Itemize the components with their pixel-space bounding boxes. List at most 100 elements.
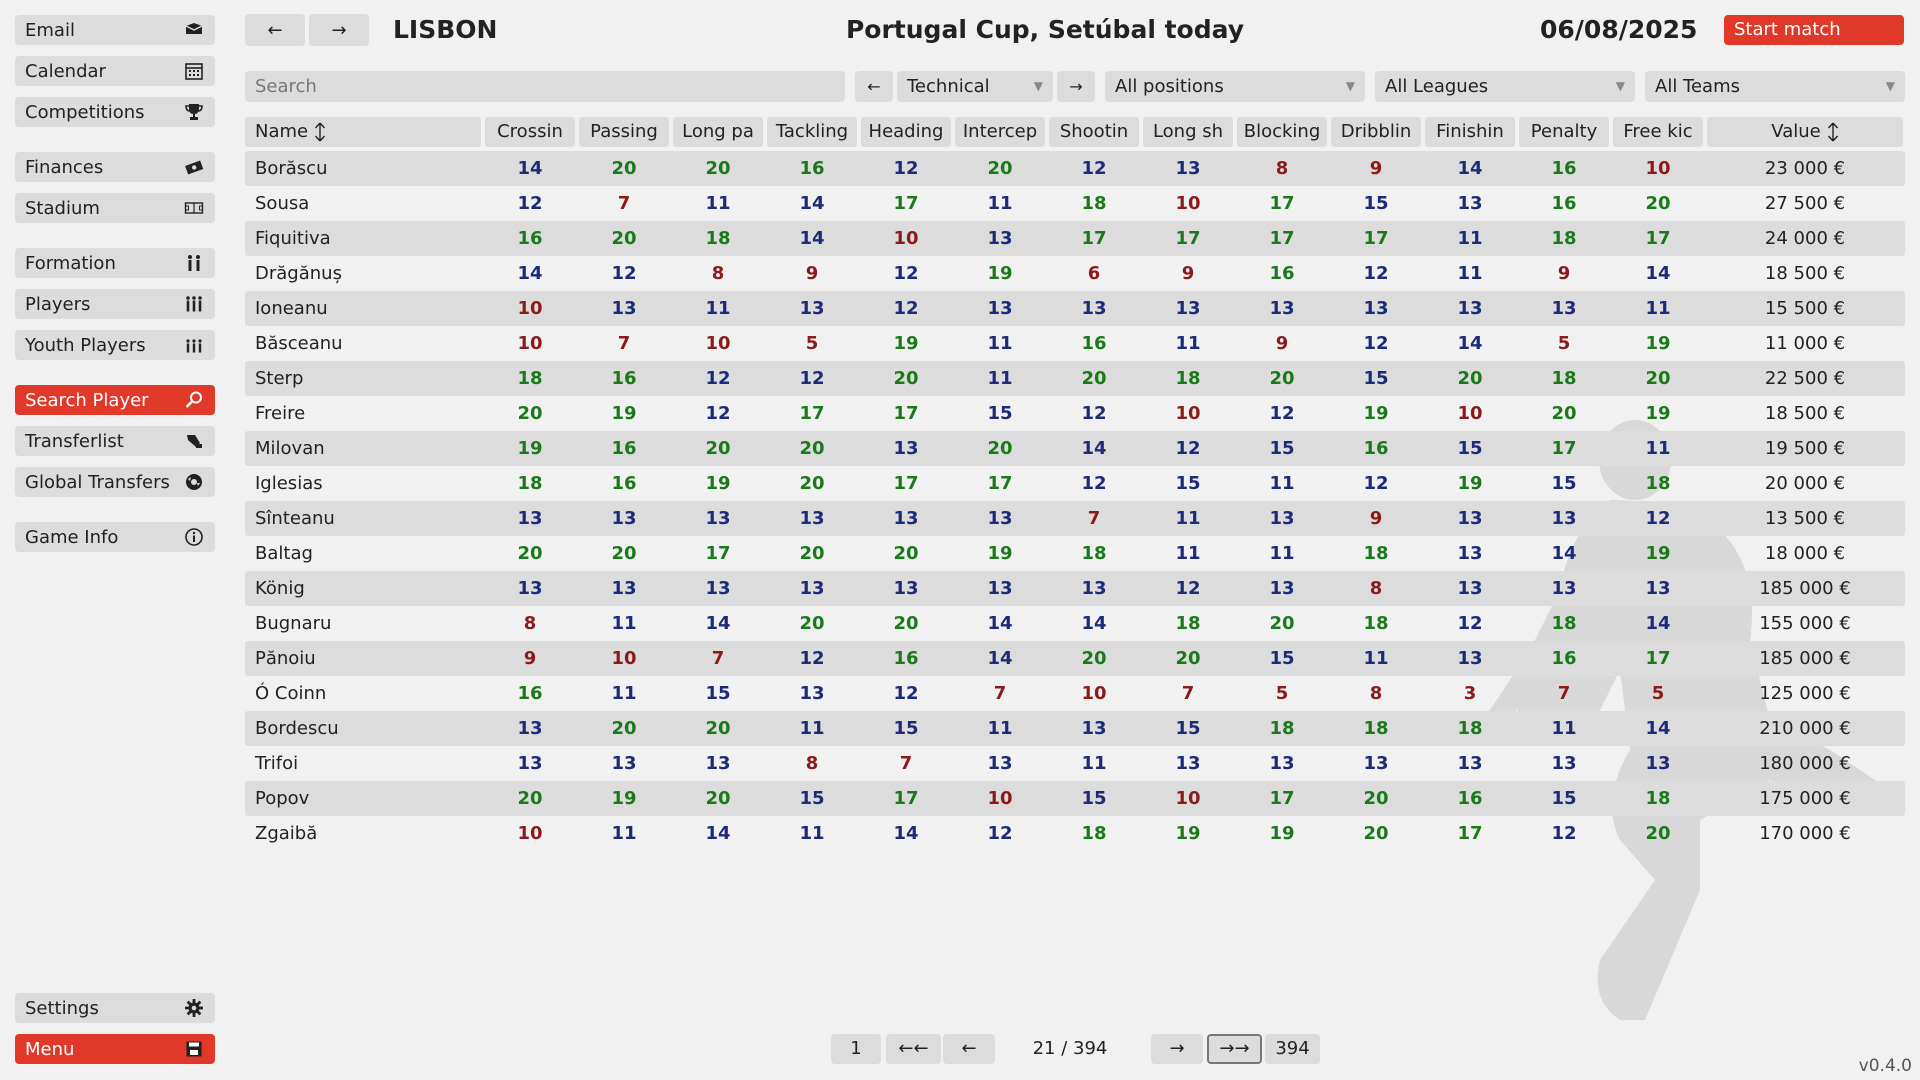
column-header-crossin[interactable]: Crossin <box>485 117 575 147</box>
column-header-intercep[interactable]: Intercep <box>955 117 1045 147</box>
sidebar-item-youth-players[interactable]: Youth Players <box>15 330 215 360</box>
table-row[interactable]: Sînteanu 13 13 13 13 13 13 7 11 13 9 13 13 12 13 500 € <box>245 501 1905 536</box>
stat-cell: 13 <box>799 683 825 704</box>
players-table: Name Crossin Passing Long pa Tackling Heading… <box>245 117 1905 851</box>
stat-cell: 13 <box>611 298 637 319</box>
stat-cell: 10 <box>893 228 919 249</box>
stat-cell: 14 <box>893 823 919 844</box>
page-jump-back-button[interactable]: ←← <box>886 1034 941 1064</box>
stat-cell: 14 <box>799 193 825 214</box>
leagues-select[interactable]: All Leagues ▼ <box>1375 71 1635 102</box>
youth-players-icon <box>183 334 205 356</box>
table-row[interactable]: Popov 20 19 20 15 17 10 15 10 17 20 16 15 18 175 000 € <box>245 781 1905 816</box>
stat-cell: 7 <box>1087 508 1101 529</box>
stat-cell: 12 <box>799 648 825 669</box>
settings-button[interactable]: Settings <box>15 993 215 1023</box>
table-row[interactable]: Sousa 12 7 11 14 17 11 18 10 17 15 13 16 20 27 500 € <box>245 186 1905 221</box>
stat-cell: 19 <box>705 473 731 494</box>
stat-cell: 20 <box>1457 368 1483 389</box>
table-row[interactable]: Fiquitiva 16 20 18 14 10 13 17 17 17 17 11 18 17 24 00… <box>245 221 1905 256</box>
table-row[interactable]: Bugnaru 8 11 14 20 20 14 14 18 20 18 12 18 14 155 000 … <box>245 606 1905 641</box>
table-row[interactable]: Băsceanu 10 7 10 5 19 11 16 11 9 12 14 5 19 11 000 € <box>245 326 1905 361</box>
sidebar-item-global-transfers[interactable]: Global Transfers <box>15 467 215 497</box>
start-match-button[interactable]: Start match <box>1724 15 1904 45</box>
page-first-button[interactable]: 1 <box>831 1034 881 1064</box>
table-row[interactable]: Zgaibă 10 11 14 11 14 12 18 19 19 20 17 12 20 170 000 … <box>245 816 1905 851</box>
stat-cell: 20 <box>1645 193 1671 214</box>
column-header-heading[interactable]: Heading <box>861 117 951 147</box>
column-header-blocking[interactable]: Blocking <box>1237 117 1327 147</box>
category-next-button[interactable]: → <box>1057 71 1095 102</box>
stat-cell: 12 <box>1081 158 1107 179</box>
table-row[interactable]: Freire 20 19 12 17 17 15 12 10 12 19 10 20 19 18 500 € <box>245 396 1905 431</box>
table-row[interactable]: Sterp 18 16 12 12 20 11 20 18 20 15 20 18 20 22 500 € <box>245 361 1905 396</box>
column-header-name[interactable]: Name <box>245 117 481 147</box>
column-header-value[interactable]: Value <box>1707 117 1903 147</box>
search-input[interactable] <box>245 71 845 102</box>
teams-select[interactable]: All Teams ▼ <box>1645 71 1905 102</box>
column-header-tackling[interactable]: Tackling <box>767 117 857 147</box>
page-prev-button[interactable]: ← <box>943 1034 995 1064</box>
table-row[interactable]: Iglesias 18 16 19 20 17 17 12 15 11 12 19 15 18 20 000… <box>245 466 1905 501</box>
column-header-label: Crossin <box>497 121 563 142</box>
stat-cell: 7 <box>617 193 631 214</box>
table-row[interactable]: Trifoi 13 13 13 8 7 13 11 13 13 13 13 13 13 180 000 € <box>245 746 1905 781</box>
column-header-free-kic[interactable]: Free kic <box>1613 117 1703 147</box>
sidebar-item-label: Search Player <box>25 389 149 411</box>
stat-cell: 13 <box>1457 298 1483 319</box>
positions-select[interactable]: All positions ▼ <box>1105 71 1365 102</box>
page-last-button[interactable]: 394 <box>1265 1034 1320 1064</box>
column-header-long-pa[interactable]: Long pa <box>673 117 763 147</box>
table-row[interactable]: Ó Coinn 16 11 15 13 12 7 10 7 5 8 3 7 5 125 000 € <box>245 676 1905 711</box>
table-row[interactable]: Drăgănuș 14 12 8 9 12 19 6 9 16 12 11 9 14 18 500 € <box>245 256 1905 291</box>
column-header-shootin[interactable]: Shootin <box>1049 117 1139 147</box>
page-jump-forward-button[interactable]: →→ <box>1207 1034 1262 1064</box>
sidebar-item-formation[interactable]: Formation <box>15 248 215 278</box>
column-header-passing[interactable]: Passing <box>579 117 669 147</box>
table-row[interactable]: Ioneanu 10 13 11 13 12 13 13 13 13 13 13 13 11 15 500 … <box>245 291 1905 326</box>
stat-cell: 14 <box>799 228 825 249</box>
stat-cell: 9 <box>805 263 819 284</box>
column-header-long-sh[interactable]: Long sh <box>1143 117 1233 147</box>
player-value: 23 000 € <box>1764 158 1846 179</box>
sidebar-item-finances[interactable]: Finances <box>15 152 215 182</box>
table-row[interactable]: Borăscu 14 20 20 16 12 20 12 13 8 9 14 16 10 23 000 € <box>245 151 1905 186</box>
teams-select-value: All Teams <box>1655 76 1740 97</box>
sidebar-item-calendar[interactable]: Calendar <box>15 56 215 86</box>
positions-select-value: All positions <box>1115 76 1224 97</box>
sidebar-item-transferlist[interactable]: Transferlist <box>15 426 215 456</box>
stat-cell: 18 <box>1175 613 1201 634</box>
stat-cell: 20 <box>987 438 1013 459</box>
column-header-dribblin[interactable]: Dribblin <box>1331 117 1421 147</box>
table-row[interactable]: Bordescu 13 20 20 11 15 11 13 15 18 18 18 11 14 210 00… <box>245 711 1905 746</box>
table-row[interactable]: Pănoiu 9 10 7 12 16 14 20 20 15 11 13 16 17 185 000 € <box>245 641 1905 676</box>
stat-cell: 17 <box>1551 438 1577 459</box>
back-button[interactable]: ← <box>245 14 305 46</box>
stat-cell: 13 <box>1175 158 1201 179</box>
stat-cell: 19 <box>893 333 919 354</box>
table-row[interactable]: Milovan 19 16 20 20 13 20 14 12 15 16 15 17 11 19 500 … <box>245 431 1905 466</box>
sidebar-item-stadium[interactable]: Stadium <box>15 193 215 223</box>
category-prev-button[interactable]: ← <box>855 71 893 102</box>
menu-button[interactable]: Menu <box>15 1034 215 1064</box>
sidebar-item-label: Youth Players <box>25 334 146 356</box>
stat-cell: 13 <box>705 578 731 599</box>
sidebar-item-search-player[interactable]: Search Player <box>15 385 215 415</box>
formation-icon <box>183 252 205 274</box>
stat-cell: 20 <box>799 613 825 634</box>
sidebar-item-competitions[interactable]: Competitions <box>15 97 215 127</box>
table-row[interactable]: König 13 13 13 13 13 13 13 12 13 8 13 13 13 185 000 € <box>245 571 1905 606</box>
sidebar-item-game-info[interactable]: Game Info <box>15 522 215 552</box>
player-name: Borăscu <box>255 158 328 179</box>
column-header-penalty[interactable]: Penalty <box>1519 117 1609 147</box>
column-header-finishin[interactable]: Finishin <box>1425 117 1515 147</box>
category-select[interactable]: Technical ▼ <box>897 71 1053 102</box>
table-row[interactable]: Baltag 20 20 17 20 20 19 18 11 11 18 13 14 19 18 000 € <box>245 536 1905 571</box>
player-name: Popov <box>255 788 310 809</box>
page-next-button[interactable]: → <box>1151 1034 1203 1064</box>
sidebar-item-players[interactable]: Players <box>15 289 215 319</box>
stat-cell: 19 <box>611 788 637 809</box>
forward-button[interactable]: → <box>309 14 369 46</box>
stat-cell: 14 <box>1645 263 1671 284</box>
sidebar-item-email[interactable]: Email <box>15 15 215 45</box>
